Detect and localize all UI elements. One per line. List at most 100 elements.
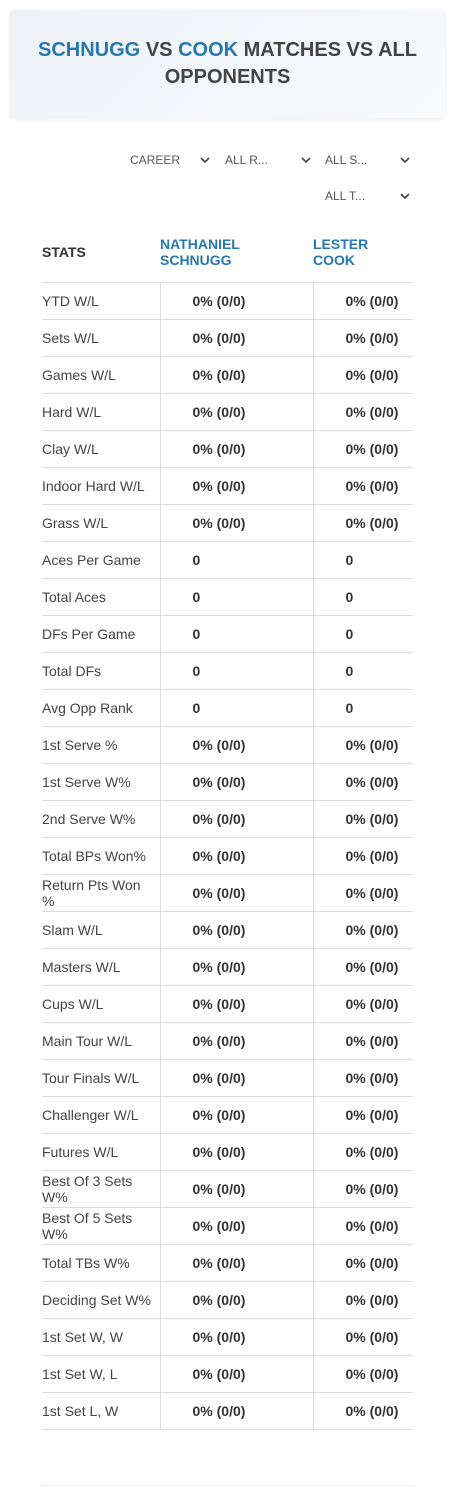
stat-row: Best Of 3 Sets W% 0% (0/0) 0% (0/0) bbox=[42, 1170, 413, 1208]
stat-label: 1st Serve % bbox=[42, 726, 160, 764]
stat-value: 0% (0/0) bbox=[159, 911, 313, 949]
stat-row: Deciding Set W% 0% (0/0) 0% (0/0) bbox=[42, 1281, 413, 1319]
stat-value: 0% (0/0) bbox=[312, 1207, 413, 1245]
stat-value: 0 bbox=[312, 652, 413, 690]
stat-row: Total TBs W% 0% (0/0) 0% (0/0) bbox=[42, 1244, 413, 1282]
stat-label: Best Of 5 Sets W% bbox=[42, 1207, 160, 1245]
stat-value: 0% (0/0) bbox=[312, 319, 413, 357]
stat-label: Total BPs Won% bbox=[42, 837, 160, 875]
stat-row: Masters W/L 0% (0/0) 0% (0/0) bbox=[42, 948, 413, 986]
stat-value: 0% (0/0) bbox=[159, 800, 313, 838]
stat-value: 0% (0/0) bbox=[159, 763, 313, 801]
chevron bbox=[301, 157, 311, 164]
stat-row: Avg Opp Rank 0 0 bbox=[42, 689, 413, 727]
stat-row: Total Aces 0 0 bbox=[42, 578, 413, 616]
stat-label: Return Pts Won % bbox=[42, 874, 160, 912]
stat-value: 0% (0/0) bbox=[312, 985, 413, 1023]
stat-row: Aces Per Game 0 0 bbox=[42, 541, 413, 579]
filter-select[interactable]: ALL R... bbox=[225, 150, 311, 170]
stat-row: Challenger W/L 0% (0/0) 0% (0/0) bbox=[42, 1096, 413, 1134]
stat-value: 0% (0/0) bbox=[312, 837, 413, 875]
stat-label: Total DFs bbox=[42, 652, 160, 690]
stat-row: Clay W/L 0% (0/0) 0% (0/0) bbox=[42, 430, 413, 468]
title-part: SCHNUGG bbox=[38, 39, 141, 61]
stat-value: 0% (0/0) bbox=[159, 1281, 313, 1319]
column-header: LESTER COOK bbox=[313, 236, 369, 268]
stat-value: 0% (0/0) bbox=[159, 319, 313, 357]
stat-value: 0% (0/0) bbox=[312, 948, 413, 986]
stat-value: 0% (0/0) bbox=[312, 430, 413, 468]
stat-value: 0% (0/0) bbox=[159, 1096, 313, 1134]
stat-label: 1st Set W, W bbox=[42, 1318, 160, 1356]
stat-label: Main Tour W/L bbox=[42, 1022, 160, 1060]
filter-select[interactable]: ALL S... bbox=[325, 150, 411, 170]
stat-row: Slam W/L 0% (0/0) 0% (0/0) bbox=[42, 911, 413, 949]
stat-row: Tour Finals W/L 0% (0/0) 0% (0/0) bbox=[42, 1059, 413, 1097]
stat-label: 1st Serve W% bbox=[42, 763, 160, 801]
stat-row: Games W/L 0% (0/0) 0% (0/0) bbox=[42, 356, 413, 394]
stat-row: Return Pts Won % 0% (0/0) 0% (0/0) bbox=[42, 874, 413, 912]
stat-value: 0% (0/0) bbox=[159, 837, 313, 875]
stat-value: 0 bbox=[312, 541, 413, 579]
stat-value: 0% (0/0) bbox=[312, 1170, 413, 1208]
stat-value: 0% (0/0) bbox=[312, 874, 413, 912]
stat-label: Total TBs W% bbox=[42, 1244, 160, 1282]
stat-value: 0 bbox=[159, 541, 313, 579]
stat-value: 0% (0/0) bbox=[159, 1170, 313, 1208]
stats-table: STATS NATHANIEL SCHNUGG LESTER COOK YTD … bbox=[42, 222, 413, 1430]
divider bbox=[42, 1485, 413, 1486]
stat-label: Sets W/L bbox=[42, 319, 160, 357]
filter-select[interactable]: CAREER bbox=[130, 150, 212, 170]
stat-value: 0% (0/0) bbox=[159, 356, 313, 394]
filter-select[interactable]: ALL T... bbox=[325, 186, 411, 206]
stat-row: 1st Serve W% 0% (0/0) 0% (0/0) bbox=[42, 763, 413, 801]
stat-value: 0 bbox=[312, 615, 413, 653]
stat-value: 0% (0/0) bbox=[159, 1244, 313, 1282]
stat-value: 0% (0/0) bbox=[312, 800, 413, 838]
stat-label: Cups W/L bbox=[42, 985, 160, 1023]
stat-label: Avg Opp Rank bbox=[42, 689, 160, 727]
stat-label: Hard W/L bbox=[42, 393, 160, 431]
chevron bbox=[400, 157, 410, 164]
stat-row: YTD W/L 0% (0/0) 0% (0/0) bbox=[42, 282, 413, 320]
stat-label: DFs Per Game bbox=[42, 615, 160, 653]
stat-row: Main Tour W/L 0% (0/0) 0% (0/0) bbox=[42, 1022, 413, 1060]
stat-label: Deciding Set W% bbox=[42, 1281, 160, 1319]
stat-row: Grass W/L 0% (0/0) 0% (0/0) bbox=[42, 504, 413, 542]
filter-label: ALL S... bbox=[325, 153, 368, 167]
stat-value: 0% (0/0) bbox=[312, 504, 413, 542]
header-row: STATS NATHANIEL SCHNUGG LESTER COOK bbox=[42, 222, 413, 283]
stat-value: 0% (0/0) bbox=[159, 1059, 313, 1097]
stat-label: 1st Set W, L bbox=[42, 1355, 160, 1393]
stat-label: Games W/L bbox=[42, 356, 160, 394]
column-header: STATS bbox=[42, 244, 86, 260]
stat-row: 2nd Serve W% 0% (0/0) 0% (0/0) bbox=[42, 800, 413, 838]
stat-value: 0% (0/0) bbox=[159, 985, 313, 1023]
stat-value: 0 bbox=[312, 689, 413, 727]
stat-value: 0% (0/0) bbox=[159, 948, 313, 986]
title-part: COOK bbox=[178, 39, 239, 61]
stat-label: Total Aces bbox=[42, 578, 160, 616]
stat-row: Total BPs Won% 0% (0/0) 0% (0/0) bbox=[42, 837, 413, 875]
stat-row: 1st Serve % 0% (0/0) 0% (0/0) bbox=[42, 726, 413, 764]
stat-value: 0% (0/0) bbox=[159, 874, 313, 912]
stat-label: Challenger W/L bbox=[42, 1096, 160, 1134]
stat-value: 0% (0/0) bbox=[159, 467, 313, 505]
stat-value: 0% (0/0) bbox=[312, 1392, 413, 1430]
stat-row: Sets W/L 0% (0/0) 0% (0/0) bbox=[42, 319, 413, 357]
stat-value: 0% (0/0) bbox=[159, 1392, 313, 1430]
stat-label: Grass W/L bbox=[42, 504, 160, 542]
stat-value: 0% (0/0) bbox=[312, 282, 413, 320]
stat-label: Indoor Hard W/L bbox=[42, 467, 160, 505]
stat-label: Aces Per Game bbox=[42, 541, 160, 579]
chevron bbox=[200, 157, 210, 164]
stat-value: 0% (0/0) bbox=[312, 467, 413, 505]
stat-row: Indoor Hard W/L 0% (0/0) 0% (0/0) bbox=[42, 467, 413, 505]
column-header: NATHANIEL SCHNUGG bbox=[160, 236, 240, 268]
stat-value: 0% (0/0) bbox=[312, 1022, 413, 1060]
stat-row: 1st Set L, W 0% (0/0) 0% (0/0) bbox=[42, 1392, 413, 1430]
stat-value: 0% (0/0) bbox=[312, 726, 413, 764]
stat-label: Slam W/L bbox=[42, 911, 160, 949]
